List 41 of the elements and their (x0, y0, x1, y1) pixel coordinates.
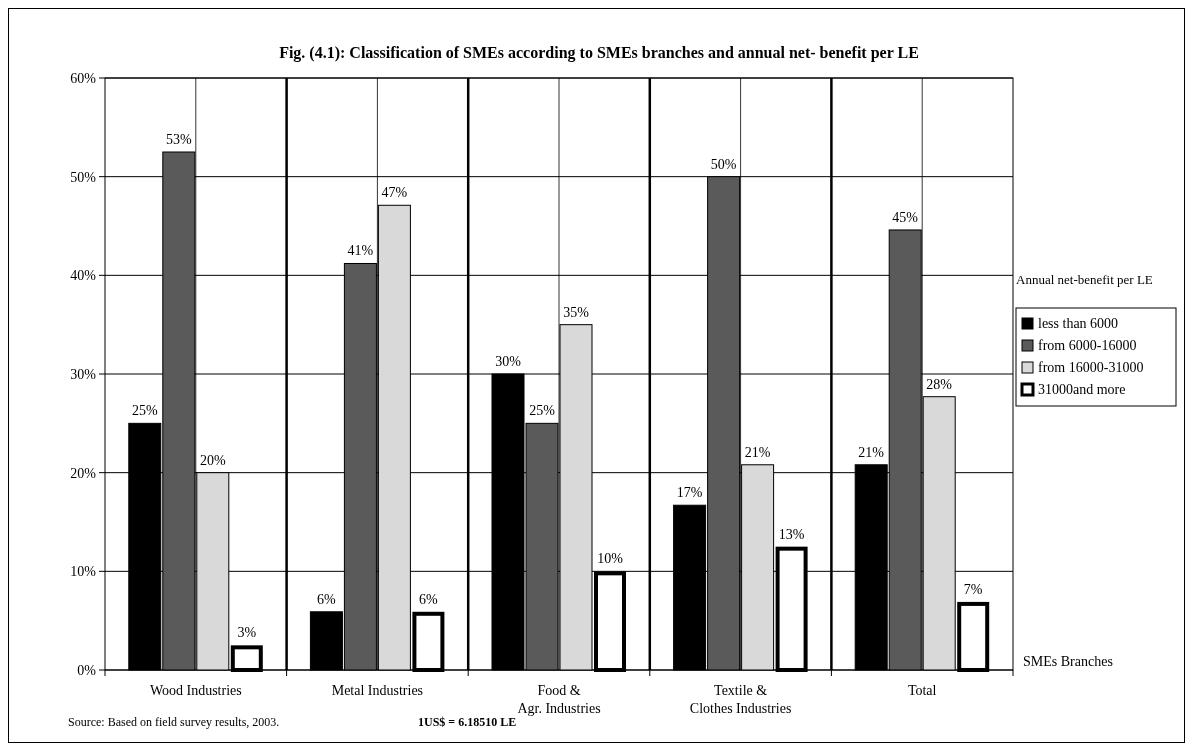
legend-label: 31000and more (1038, 382, 1126, 397)
data-label: 6% (317, 591, 337, 607)
y-tick-label: 40% (70, 268, 97, 284)
legend-title: Annual net-benefit per LE (1016, 272, 1153, 287)
data-label: 3% (237, 625, 257, 641)
y-tick-label: 10% (70, 564, 97, 580)
y-tick-label: 50% (70, 169, 97, 185)
data-label: 50% (710, 156, 737, 172)
data-label: 41% (347, 243, 374, 259)
data-label: 28% (926, 376, 953, 392)
legend-label: from 16000-31000 (1038, 360, 1144, 375)
data-label: 35% (563, 304, 590, 320)
data-label: 25% (131, 403, 158, 419)
data-label: 17% (676, 485, 703, 501)
chart-title: Fig. (4.1): Classification of SMEs according to SMEs branches and annual net- benefit per LE (279, 44, 919, 62)
x-tick-label: Food & Agr. Industries (517, 683, 601, 716)
data-label: 25% (529, 403, 556, 419)
legend-label: less than 6000 (1038, 316, 1119, 331)
x-tick-label: Total (907, 683, 937, 698)
data-label: 53% (165, 132, 192, 147)
legend-label: from 6000-16000 (1038, 338, 1137, 353)
data-label: 21% (858, 444, 885, 460)
data-label: 13% (778, 526, 805, 542)
text: 1US$ = 6.18510 LE (418, 715, 517, 729)
data-label: 45% (892, 209, 919, 225)
data-label: 21% (744, 444, 771, 460)
x-tick-label: Wood Industries (149, 683, 242, 698)
data-label: 47% (381, 185, 408, 201)
data-label: 10% (597, 551, 624, 567)
x-tick-label: Metal Industries (331, 683, 424, 698)
x-axis-title: SMEs Branches (1023, 654, 1113, 669)
x-tick-label: Textile & Clothes Industries (689, 683, 792, 716)
data-label: 7% (963, 581, 983, 597)
y-tick-label: 20% (70, 465, 97, 481)
y-tick-label: 30% (70, 367, 97, 382)
y-tick-label: 0% (77, 663, 97, 678)
data-label: 30% (495, 354, 522, 369)
source-note: Source: Based on field survey results, 2003. (68, 715, 280, 729)
data-label: 6% (419, 591, 439, 607)
data-label: 20% (199, 452, 226, 468)
y-tick-label: 60% (70, 71, 97, 86)
